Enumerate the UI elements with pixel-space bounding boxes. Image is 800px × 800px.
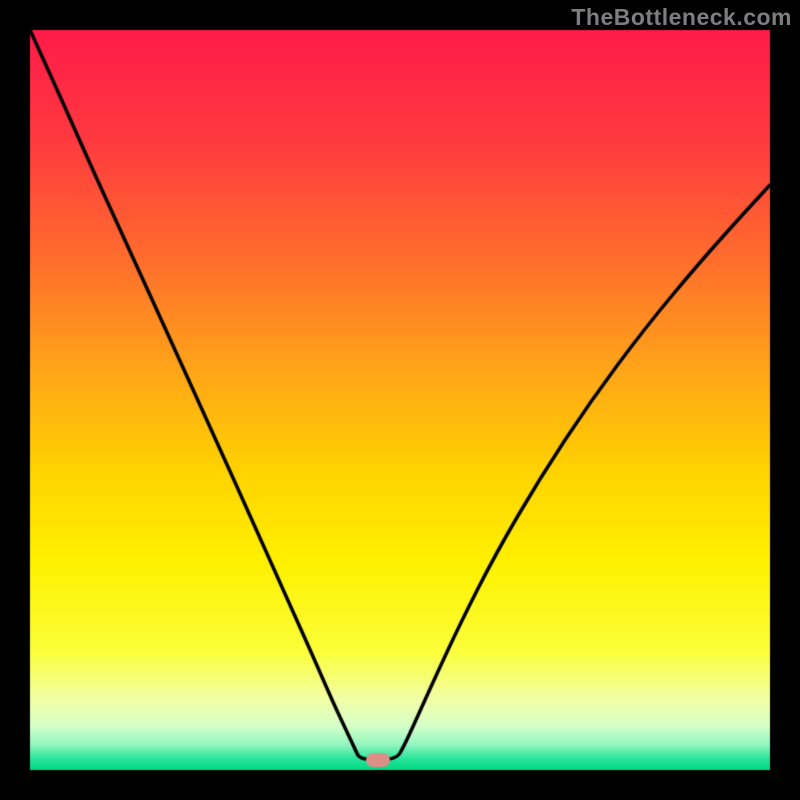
bottleneck-chart-canvas	[0, 0, 800, 800]
watermark-label: TheBottleneck.com	[571, 4, 792, 31]
